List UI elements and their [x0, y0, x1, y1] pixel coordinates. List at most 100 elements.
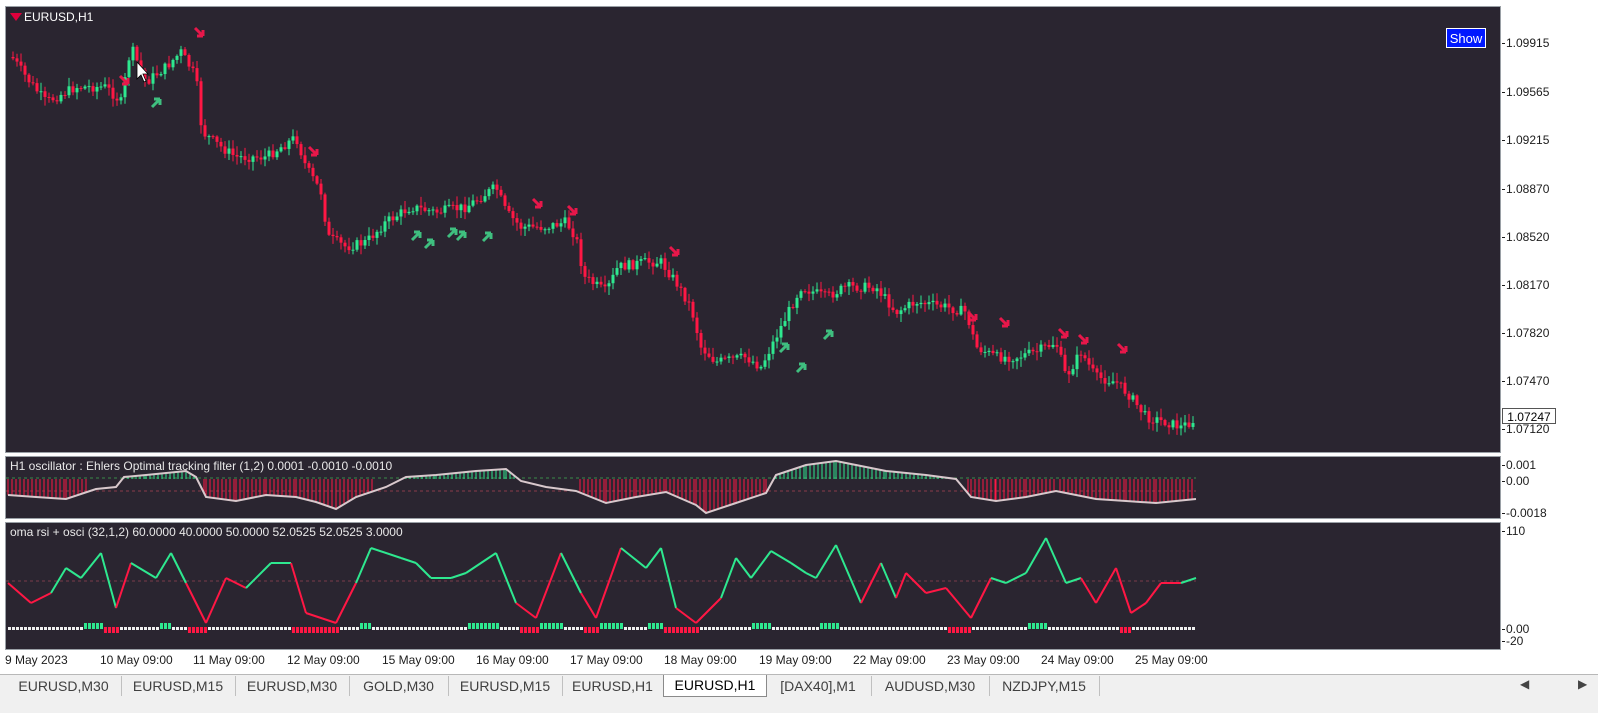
candle-body	[103, 84, 107, 87]
state-bar	[48, 627, 51, 630]
candle-body	[991, 350, 995, 354]
candle-body	[295, 136, 299, 145]
candle-body	[675, 274, 679, 287]
buy-arrow-icon	[423, 238, 435, 250]
chart-tab[interactable]: EURUSD,M15	[121, 676, 236, 696]
candle-body	[483, 196, 487, 202]
state-bar	[724, 627, 727, 630]
rsi-line-segment	[1065, 577, 1082, 584]
candle-body	[1107, 383, 1111, 385]
sell-arrow-icon	[307, 145, 319, 157]
state-bar	[996, 627, 999, 630]
state-bar	[204, 627, 207, 633]
buy-arrow-icon	[822, 329, 834, 341]
state-bar	[708, 627, 711, 630]
time-label: 17 May 09:00	[570, 653, 643, 667]
candle-body	[551, 223, 555, 229]
oscillator-2-pane[interactable]: oma rsi + osci (32,1,2) 60.0000 40.0000 …	[5, 522, 1501, 650]
candle-body	[847, 282, 851, 287]
oscillator-2-tick: -20	[1501, 634, 1524, 648]
candle-body	[719, 357, 723, 362]
time-axis[interactable]: 9 May 2023 10 May 09:00 11 May 09:00 12 May…	[0, 650, 1510, 672]
state-bar	[288, 627, 291, 630]
rsi-line-segment	[130, 562, 157, 579]
state-bar	[712, 627, 715, 630]
state-bar	[408, 627, 411, 630]
state-bar	[1192, 627, 1195, 630]
candle-body	[1099, 372, 1103, 379]
chart-tab[interactable]: EURUSD,M15	[448, 676, 563, 696]
state-bar	[864, 627, 867, 630]
state-bar	[896, 627, 899, 630]
state-bar	[580, 627, 583, 630]
rsi-line-segment	[895, 572, 907, 599]
state-bar	[784, 627, 787, 630]
sell-arrow-icon	[566, 204, 578, 216]
state-bar	[424, 627, 427, 630]
candle-body	[391, 216, 395, 221]
chart-tab[interactable]: NZDJPY,M15	[989, 676, 1100, 696]
state-bar	[760, 623, 763, 629]
candle-body	[451, 204, 455, 206]
state-bar	[716, 627, 719, 630]
state-bar	[520, 627, 523, 633]
candle-body	[175, 55, 179, 60]
state-bar	[340, 627, 343, 630]
state-bar	[852, 627, 855, 630]
symbol-menu-icon[interactable]	[10, 13, 22, 21]
terminal-window: EURUSD,H1 Show 1.09915 1.09565 1.09215 1.08…	[0, 0, 1598, 692]
candle-body	[707, 353, 711, 357]
state-bar	[820, 623, 823, 629]
state-bar	[816, 627, 819, 630]
state-bar	[908, 627, 911, 630]
chart-tab[interactable]: [DAX40],M1	[765, 676, 872, 696]
candle-body	[715, 361, 719, 363]
tab-scroll-left-icon[interactable]: ◀	[1520, 677, 1530, 691]
tab-scroll-right-icon[interactable]: ▶	[1578, 677, 1588, 691]
state-bar	[1056, 627, 1059, 630]
show-button[interactable]: Show	[1446, 28, 1486, 48]
state-bar	[140, 627, 143, 630]
candle-body	[143, 69, 147, 80]
oscillator-1-pane[interactable]: H1 oscillator : Ehlers Optimal tracking …	[5, 456, 1501, 519]
state-bar	[136, 627, 139, 630]
state-bar	[200, 627, 203, 633]
candle-body	[659, 258, 663, 264]
state-bar	[448, 627, 451, 630]
state-bar	[1164, 627, 1167, 630]
chart-tab[interactable]: AUDUSD,M30	[871, 676, 990, 696]
candle-body	[919, 302, 923, 305]
candlestick-chart[interactable]	[6, 7, 1501, 453]
candle-body	[23, 65, 27, 75]
candle-body	[943, 303, 947, 308]
candle-body	[1075, 354, 1079, 370]
candle-body	[1023, 353, 1027, 358]
chart-tab[interactable]: EURUSD,M30	[235, 676, 350, 696]
state-bar	[276, 627, 279, 630]
rsi-line-segment	[305, 612, 337, 624]
state-bar	[1076, 627, 1079, 630]
state-bar	[420, 627, 423, 630]
buy-arrow-icon	[481, 231, 493, 243]
chart-tab[interactable]: GOLD,M30	[349, 676, 449, 696]
state-bar	[612, 623, 615, 629]
candle-body	[703, 347, 707, 354]
chart-tab[interactable]: EURUSD,H1	[663, 675, 767, 697]
chart-tab[interactable]: EURUSD,M30	[6, 676, 122, 696]
state-bar	[232, 627, 235, 630]
price-axis[interactable]: 1.09915 1.09565 1.09215 1.08870 1.08520 1.081…	[1501, 6, 1598, 453]
rsi-line-segment	[225, 577, 247, 589]
state-bar	[476, 623, 479, 629]
candle-body	[839, 285, 843, 295]
candle-body	[951, 307, 955, 314]
state-bar	[676, 627, 679, 633]
state-bar	[1084, 627, 1087, 630]
price-chart-pane[interactable]: EURUSD,H1 Show	[5, 6, 1501, 453]
state-bar	[1032, 623, 1035, 629]
state-bar	[252, 627, 255, 630]
chart-tab[interactable]: EURUSD,H1	[562, 676, 664, 696]
state-bar	[40, 627, 43, 630]
state-bar	[1168, 627, 1171, 630]
candle-body	[1091, 364, 1095, 369]
state-bar	[436, 627, 439, 630]
